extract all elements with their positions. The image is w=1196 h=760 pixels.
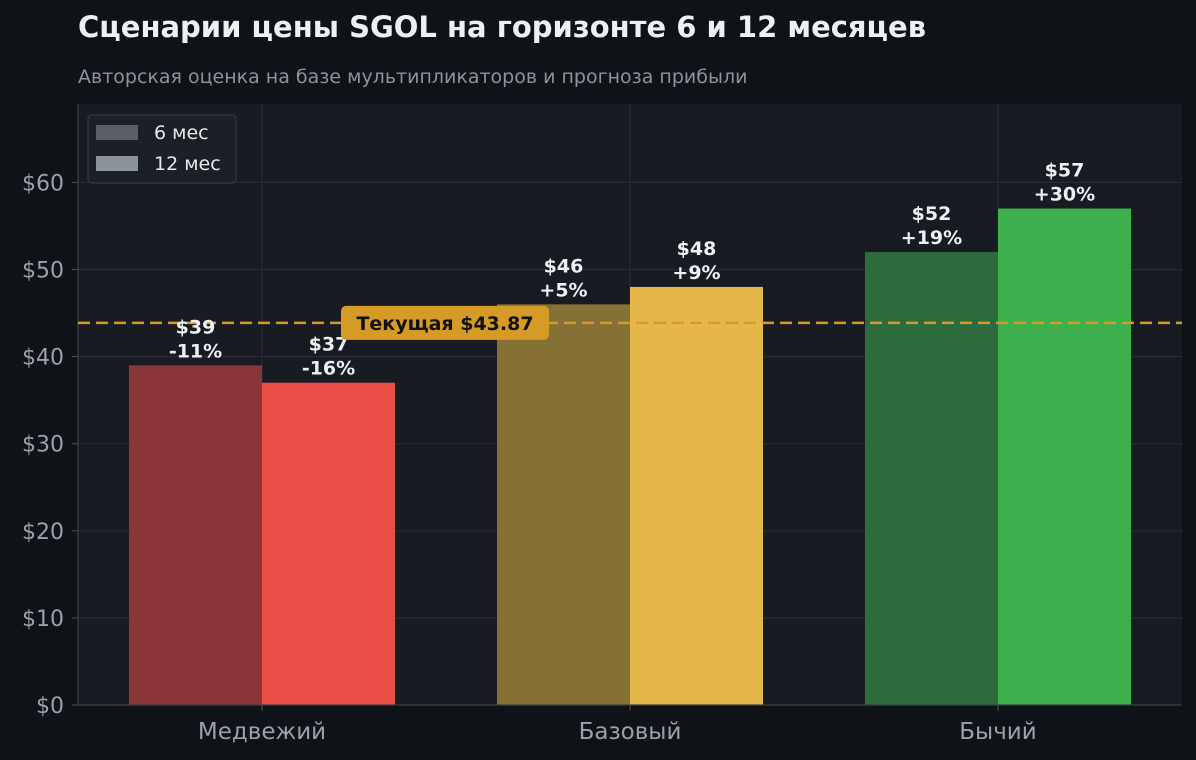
- bar-6m-0: [129, 365, 262, 705]
- bar-12m-2: [998, 208, 1131, 706]
- chart-title: Сценарии цены SGOL на горизонте 6 и 12 м…: [78, 10, 927, 44]
- y-tick-label: $60: [22, 171, 64, 196]
- bar-6m-1: [497, 304, 630, 705]
- x-tick-label: Базовый: [579, 719, 682, 745]
- bar-value-label: $46 +5%: [539, 255, 587, 301]
- y-tick-label: $0: [36, 694, 64, 719]
- bar-value-label: $52 +19%: [901, 203, 962, 249]
- y-tick-label: $20: [22, 520, 64, 545]
- y-tick-label: $40: [22, 346, 64, 371]
- x-tick-label: Бычий: [959, 719, 1036, 745]
- value-labels: $39 -11% $46 +5% $52 +19% $37 -16% $48 +9% $57 +30%…: [169, 160, 1095, 380]
- chart-subtitle: Авторская оценка на базе мультипликаторо…: [78, 66, 748, 88]
- axes: $0 $10 $20 $30 $40 $50 $60 Медвежий Базовый Бычий: [22, 104, 1182, 745]
- bar-value-label: $48 +9%: [672, 238, 720, 284]
- y-tick-label: $50: [22, 258, 64, 283]
- current-price-badge: [341, 305, 549, 340]
- legend: 6 мес 12 мес: [87, 114, 237, 184]
- current-price-label: Текущая $43.87: [356, 313, 533, 335]
- legend-swatch: [96, 156, 138, 171]
- legend-swatch: [96, 125, 138, 140]
- legend-label: 12 мес: [154, 153, 221, 175]
- bar-6m-2: [865, 252, 998, 706]
- x-tick-label: Медвежий: [198, 719, 326, 745]
- y-tick-label: $30: [22, 433, 64, 458]
- bar-value-label: $57 +30%: [1034, 160, 1095, 206]
- bar-12m-0: [262, 382, 395, 705]
- legend-label: 6 мес: [154, 122, 209, 144]
- bar-value-label: $37 -16%: [302, 334, 355, 380]
- bar-12m-1: [630, 286, 763, 705]
- bars: [129, 208, 1131, 706]
- y-tick-label: $10: [22, 607, 64, 632]
- bar-value-label: $39 -11%: [169, 316, 222, 362]
